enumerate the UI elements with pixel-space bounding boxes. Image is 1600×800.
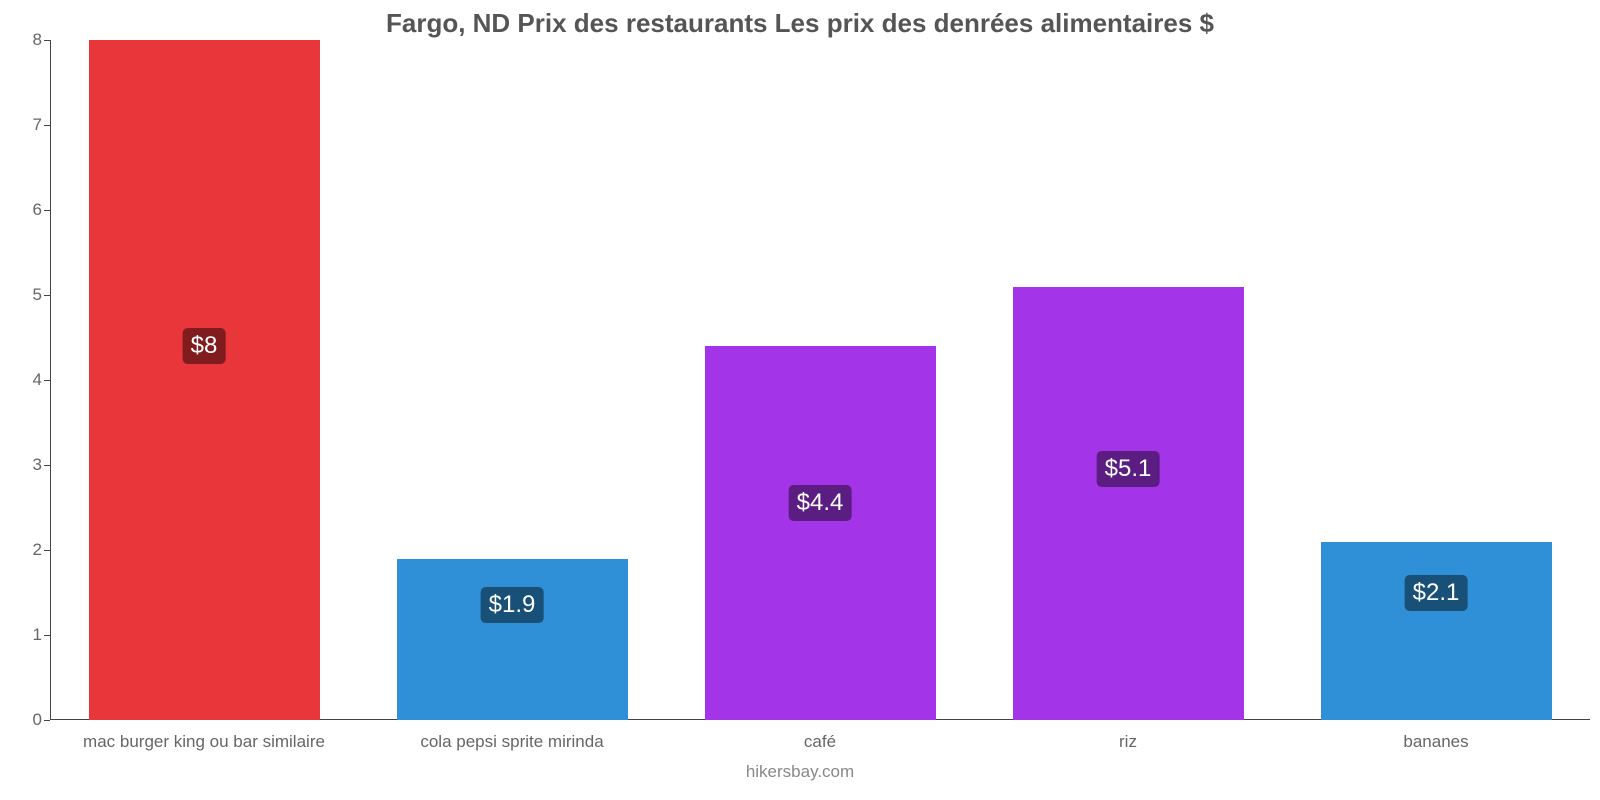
y-tick-label: 1 [20,625,42,645]
y-tick-mark [44,380,50,381]
y-tick-mark [44,40,50,41]
x-tick-label: riz [1119,732,1137,752]
bar [1013,287,1244,721]
y-tick-mark [44,720,50,721]
chart-title: Fargo, ND Prix des restaurants Les prix … [0,8,1600,39]
y-tick-mark [44,295,50,296]
y-tick-mark [44,550,50,551]
y-tick-mark [44,125,50,126]
y-tick-mark [44,635,50,636]
y-tick-label: 0 [20,710,42,730]
bar [705,346,936,720]
y-tick-label: 6 [20,200,42,220]
attribution: hikersbay.com [0,762,1600,782]
bar [1321,542,1552,721]
y-tick-label: 2 [20,540,42,560]
x-tick-label: mac burger king ou bar similaire [83,732,325,752]
y-tick-label: 7 [20,115,42,135]
y-tick-label: 5 [20,285,42,305]
bar [89,40,320,720]
plot-area: $8 $1.9 $4.4 $5.1 $2.1 [50,40,1590,720]
bar-value-label: $2.1 [1405,575,1468,611]
y-tick-label: 8 [20,30,42,50]
price-bar-chart: Fargo, ND Prix des restaurants Les prix … [0,0,1600,800]
x-tick-label: café [804,732,836,752]
x-tick-label: bananes [1403,732,1468,752]
bar-value-label: $8 [183,328,226,364]
y-tick-mark [44,465,50,466]
y-tick-mark [44,210,50,211]
bar [397,559,628,721]
bars-layer: $8 $1.9 $4.4 $5.1 $2.1 [50,40,1590,720]
bar-value-label: $4.4 [789,485,852,521]
bar-value-label: $1.9 [481,587,544,623]
x-tick-label: cola pepsi sprite mirinda [420,732,603,752]
bar-value-label: $5.1 [1097,451,1160,487]
y-tick-label: 3 [20,455,42,475]
y-tick-label: 4 [20,370,42,390]
